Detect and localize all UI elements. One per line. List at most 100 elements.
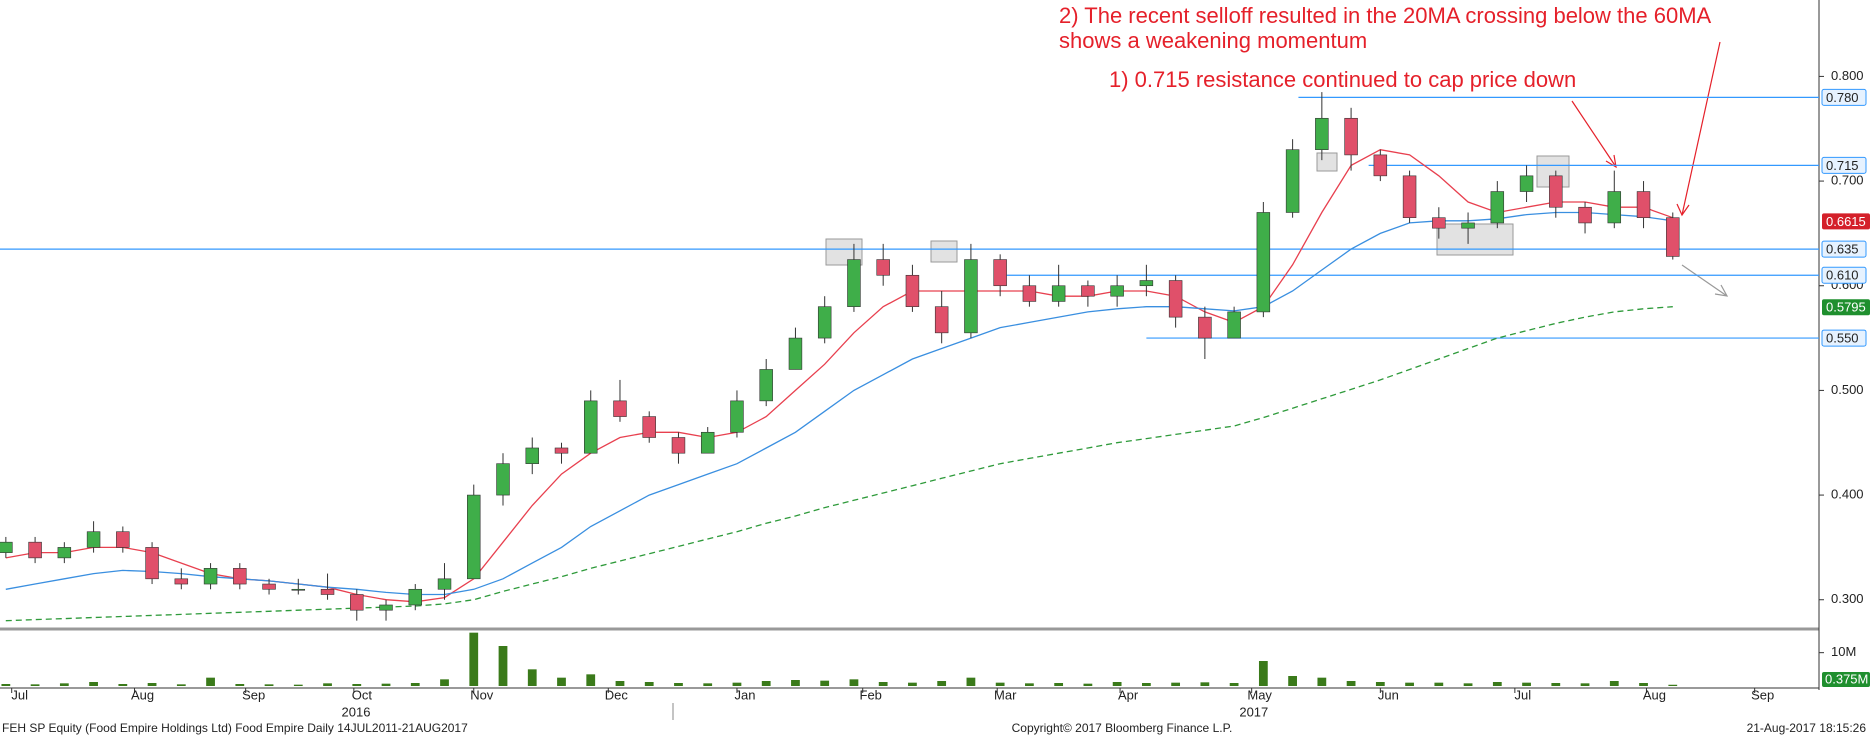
volume-bar	[615, 681, 625, 686]
highlight-box	[825, 238, 863, 266]
candle-body	[496, 463, 510, 496]
candle-body	[817, 306, 832, 339]
candle-body	[1432, 217, 1446, 229]
annotation: 1) 0.715 resistance continued to cap pri…	[1109, 67, 1576, 92]
candle-body	[1022, 285, 1037, 302]
y-tick-label: 0.500	[1831, 382, 1864, 397]
volume-bar	[908, 682, 917, 686]
volume-bar	[1054, 683, 1064, 686]
candle-body	[671, 437, 686, 454]
candle-body	[233, 568, 247, 585]
y-tick-label: 0.300	[1831, 591, 1864, 606]
candle-body	[993, 259, 1007, 287]
level-tag-label: 0.715	[1826, 158, 1859, 173]
candle-body	[86, 531, 101, 548]
y-tick-label: 0.700	[1831, 173, 1864, 188]
arrow	[1681, 264, 1728, 297]
volume-bar	[206, 677, 215, 686]
x-tick-label: May	[1247, 687, 1272, 702]
arrow-head	[1676, 203, 1690, 217]
volume-bar	[937, 681, 947, 686]
candle-body	[1285, 149, 1300, 213]
volume-bar	[703, 683, 713, 686]
candle-body	[174, 578, 189, 585]
candle-body	[320, 588, 335, 595]
candle-body	[437, 578, 452, 590]
candle-body	[116, 531, 130, 548]
level-tag	[1821, 88, 1867, 106]
volume-bar	[118, 684, 128, 686]
candle-body	[1227, 311, 1241, 339]
candle-body	[730, 400, 744, 433]
level-tag	[1821, 329, 1867, 347]
x-tick-label: Jan	[734, 687, 755, 702]
value-tag-label: 0.6615	[1826, 214, 1866, 229]
x-tick-label: Feb	[860, 687, 882, 702]
footer-right: 21-Aug-2017 18:15:26	[1747, 721, 1867, 735]
volume-bar	[1492, 682, 1502, 686]
candle-body	[350, 594, 364, 611]
volume-bar	[59, 683, 69, 686]
level-tag	[1821, 156, 1867, 174]
x-tick-label: Aug	[131, 687, 154, 702]
volume-bar	[1141, 683, 1151, 686]
volume-bar	[878, 682, 888, 686]
highlight-box	[1436, 223, 1514, 256]
candle-body	[1402, 175, 1417, 219]
candle-body	[1607, 191, 1622, 224]
footer-center: Copyright© 2017 Bloomberg Finance L.P.	[1012, 721, 1233, 735]
candle-body	[1666, 217, 1680, 257]
volume-bar	[1112, 682, 1122, 686]
x-tick-label: Jun	[1378, 687, 1399, 702]
volume-bar	[89, 682, 98, 686]
volume-bar	[674, 683, 683, 686]
value-tag-label: 0.5795	[1826, 300, 1866, 315]
candle-body	[847, 259, 861, 307]
volume-bar	[1522, 682, 1531, 686]
volume-bar	[410, 683, 420, 686]
volume-tick-label: 10M	[1831, 644, 1856, 659]
candle-body	[905, 274, 920, 307]
candle-body	[1315, 117, 1329, 150]
candle-body	[28, 541, 42, 559]
volume-bar	[1668, 684, 1678, 686]
volume-bar	[791, 680, 800, 686]
level-tag-label: 0.550	[1826, 331, 1859, 346]
x-tick-label: Dec	[605, 687, 629, 702]
volume-bar	[1200, 682, 1210, 686]
candle-body	[262, 583, 276, 590]
arrow-head	[1605, 154, 1617, 169]
volume-bar	[1083, 683, 1093, 686]
volume-bar	[352, 684, 362, 686]
candle-body	[379, 604, 393, 611]
candle-body	[642, 416, 656, 438]
year-label: 2016	[342, 704, 371, 719]
candle-body	[1256, 212, 1271, 313]
footer-left: FEH SP Equity (Food Empire Holdings Ltd)…	[2, 721, 468, 735]
x-tick-label: Oct	[352, 687, 373, 702]
candle-body	[759, 369, 773, 402]
volume-bar	[1463, 683, 1473, 686]
volume-bar	[1, 684, 11, 686]
level-tag-label: 0.635	[1826, 242, 1859, 257]
candle-body	[584, 400, 598, 454]
candle-body	[788, 337, 803, 370]
level-tag-label: 0.780	[1826, 90, 1859, 105]
volume-bar	[264, 684, 274, 686]
candle-body	[1490, 191, 1505, 224]
candle-body	[525, 447, 539, 464]
candle-body	[1519, 175, 1534, 192]
candle-body	[700, 431, 715, 454]
level-tag	[1821, 240, 1867, 258]
volume-bar	[1171, 682, 1181, 686]
volume-tag-label: 0.375M	[1825, 671, 1868, 686]
candle-body	[145, 547, 159, 580]
candle-body	[1461, 222, 1475, 229]
candle-body	[1051, 285, 1066, 302]
volume-bar	[1258, 661, 1268, 686]
candle-body	[1139, 280, 1154, 287]
candle-body	[408, 588, 423, 606]
volume-bar	[644, 682, 654, 686]
volume-bar	[1346, 681, 1356, 686]
volume-bar	[1434, 682, 1444, 686]
